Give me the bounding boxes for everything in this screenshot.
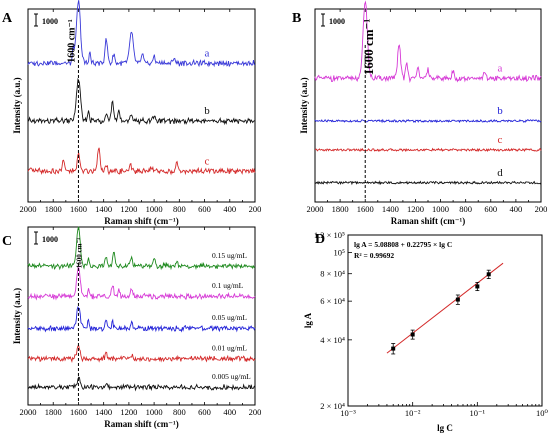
- x-tick-label: 1800: [45, 204, 62, 214]
- panel-letter: D: [315, 232, 325, 247]
- y-tick-label: 8 × 10⁴: [320, 269, 345, 279]
- x-axis-label: lg C: [437, 423, 453, 433]
- data-point: [410, 332, 415, 337]
- scale-bar-label: 1000: [329, 17, 345, 26]
- x-tick-label: 600: [198, 204, 211, 214]
- y-tick-label: 10⁵: [334, 247, 346, 257]
- panel-letter: B: [292, 11, 301, 26]
- x-tick-label: 200: [535, 204, 548, 214]
- spectrum-line: [314, 118, 542, 124]
- x-tick-label: 600: [198, 407, 211, 417]
- series-label: d: [497, 167, 503, 179]
- y-tick-label: 6 × 10⁴: [320, 296, 345, 306]
- x-tick-label: 1000: [146, 204, 163, 214]
- x-tick-label: 400: [223, 407, 236, 417]
- panel-letter: A: [2, 11, 13, 26]
- series-label: b: [204, 105, 210, 117]
- x-axis-label: Raman shift (cm⁻¹): [104, 216, 178, 226]
- y-axis-label: Intensity (a.u.): [12, 77, 22, 133]
- fit-r-squared: R² = 0.99692: [354, 251, 394, 260]
- x-tick-label: 1000: [432, 204, 449, 214]
- x-tick-label: 1600: [357, 204, 374, 214]
- spectrum-line: [27, 147, 256, 176]
- spectrum-line: [27, 77, 256, 126]
- peak-annotation: 1600 cm⁻¹: [66, 19, 77, 63]
- data-point: [455, 297, 460, 302]
- y-axis-label: Intensity (a.u.): [299, 77, 309, 133]
- spectrum-line: [314, 147, 542, 153]
- y-axis-label: Intensity (a.u.): [12, 288, 22, 344]
- y-tick-label: 4 × 10⁴: [320, 335, 345, 345]
- spectrum-line: [314, 180, 542, 186]
- data-point: [486, 272, 491, 277]
- series-label: a: [498, 63, 503, 75]
- x-tick-label: 200: [249, 204, 262, 214]
- x-tick-label: 10⁰: [536, 408, 549, 418]
- series-label: 0.05 ug/mL: [212, 313, 247, 322]
- x-tick-label: 800: [173, 407, 186, 417]
- series-label: b: [497, 105, 503, 117]
- x-tick-label: 400: [510, 204, 523, 214]
- x-tick-label: 200: [249, 407, 262, 417]
- x-tick-label: 1000: [146, 407, 163, 417]
- x-tick-label: 1800: [45, 407, 62, 417]
- x-tick-label: 2000: [20, 204, 37, 214]
- x-tick-label: 1400: [95, 204, 112, 214]
- x-tick-label: 800: [459, 204, 472, 214]
- panel-letter: C: [2, 234, 12, 249]
- series-label: 0.005 ug/mL: [212, 372, 251, 381]
- x-tick-label: 600: [484, 204, 497, 214]
- plot-frame: [347, 234, 543, 407]
- series-label: a: [205, 47, 210, 59]
- series-label: 0.01 ug/mL: [212, 343, 247, 352]
- spectrum-line: [27, 0, 256, 68]
- data-point: [391, 346, 396, 351]
- scale-bar-label: 1000: [42, 17, 58, 26]
- spectrum-line: [27, 305, 256, 333]
- x-tick-label: 800: [173, 204, 186, 214]
- spectrum-line: [27, 266, 256, 301]
- data-point: [475, 284, 480, 289]
- spectrum-line: [27, 226, 256, 271]
- x-tick-label: 1400: [95, 407, 112, 417]
- x-tick-label: 400: [223, 204, 236, 214]
- x-tick-label: 1200: [407, 204, 424, 214]
- y-tick-label: 1.2 × 10⁵: [314, 230, 345, 240]
- x-tick-label: 1200: [120, 204, 137, 214]
- panel-b: B 2000 1800 1600 1400 1200 1000 800 600 400 200 Ram…: [292, 0, 548, 226]
- spectrum-line: [27, 344, 256, 363]
- x-tick-label: 1600: [70, 407, 87, 417]
- series-label: 0.1 ug/mL: [212, 281, 244, 290]
- x-tick-label: 1800: [332, 204, 349, 214]
- scale-bar-label: 1000: [42, 235, 58, 244]
- x-tick-label: 10⁻³: [340, 408, 356, 418]
- x-tick-label: 10⁻²: [405, 408, 421, 418]
- peak-annotation: 1600 cm⁻¹: [361, 19, 376, 76]
- panel-c: C 2000 1800 1600 1400 1200 1000 800 600 400 200 Ram…: [2, 226, 262, 429]
- x-tick-label: 1600: [70, 204, 87, 214]
- spectrum-line: [314, 0, 542, 84]
- fit-equation: lg A = 5.08808 + 0.22795 × lg C: [354, 240, 452, 249]
- panel-d: D 10⁻³ 10⁻² 10⁻¹ 10⁰ 1.2 × 10⁵ 10⁵ 8 × 10⁴ 6 × 1…: [303, 230, 549, 433]
- x-tick-label: 2000: [307, 204, 324, 214]
- x-axis-label: Raman shift (cm⁻¹): [391, 216, 465, 226]
- spectrum-line: [27, 376, 256, 392]
- x-tick-label: 1400: [382, 204, 399, 214]
- series-label: c: [498, 134, 503, 146]
- x-tick-label: 1200: [120, 407, 137, 417]
- series-label: 0.15 ug/mL: [212, 251, 247, 260]
- plot-frame: [314, 8, 542, 203]
- y-tick-label: 2 × 10⁴: [320, 401, 345, 411]
- peak-annotation: 1600 cm⁻¹: [75, 238, 83, 268]
- series-label: c: [205, 155, 210, 167]
- panel-a: A 2000 1800 1600 1400 1200 1000 800 600 400 200 Ram…: [2, 0, 261, 226]
- x-tick-label: 10⁻¹: [470, 408, 486, 418]
- y-axis-label: lg A: [303, 312, 313, 328]
- fit-line: [386, 262, 504, 354]
- x-tick-label: 2000: [20, 407, 37, 417]
- x-axis-label: Raman shift (cm⁻¹): [104, 419, 178, 429]
